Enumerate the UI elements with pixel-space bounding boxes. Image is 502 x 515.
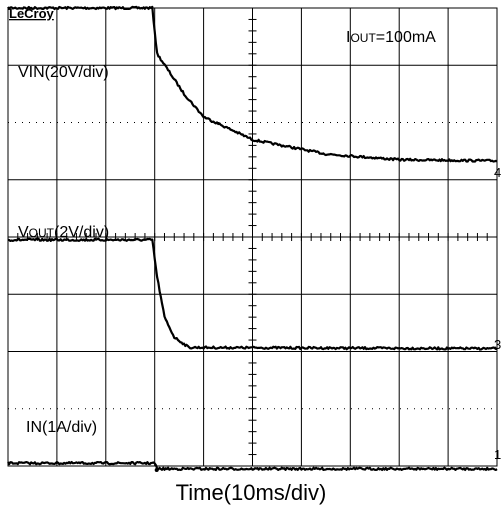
oscilloscope-display: LeCroy IOUT=100mA VIN(20V/div) VOUT(2V/d… <box>7 5 501 472</box>
vin-label: VIN(20V/div) <box>18 64 109 81</box>
trace-vin <box>7 5 498 163</box>
x-axis-label: Time(10ms/div) <box>175 480 327 505</box>
trace-group <box>7 5 498 472</box>
trace-vout <box>7 237 498 351</box>
vin-channel-marker: 4 <box>494 165 501 180</box>
condition-label: IOUT=100mA <box>346 29 436 46</box>
trigger-marker <box>154 468 159 472</box>
graticule-border <box>7 7 498 467</box>
brand-logo: LeCroy <box>9 6 55 21</box>
iin-label: IN(1A/div) <box>26 419 97 436</box>
vout-label: VOUT(2V/div) <box>18 224 109 241</box>
iin-channel-marker: 1 <box>494 447 501 462</box>
vout-channel-marker: 3 <box>494 337 501 352</box>
trace-iin <box>7 460 498 471</box>
